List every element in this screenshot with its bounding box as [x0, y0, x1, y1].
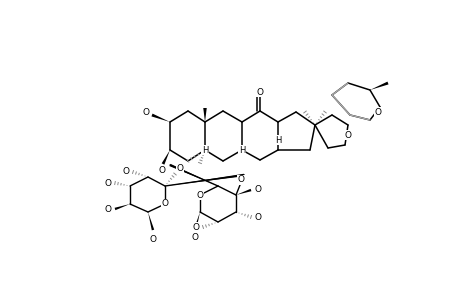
Text: O: O: [344, 130, 351, 140]
Polygon shape: [151, 114, 170, 122]
Text: O: O: [191, 232, 198, 242]
Text: O: O: [237, 176, 244, 184]
Text: O: O: [254, 185, 261, 194]
Text: O: O: [122, 167, 129, 176]
Polygon shape: [165, 174, 244, 186]
Text: O: O: [254, 212, 261, 221]
Polygon shape: [369, 82, 388, 90]
Text: O: O: [256, 88, 263, 97]
Text: H: H: [238, 146, 245, 154]
Polygon shape: [169, 164, 218, 186]
Text: H: H: [202, 146, 208, 154]
Text: O: O: [104, 205, 111, 214]
Text: O: O: [192, 223, 199, 232]
Text: O: O: [158, 166, 165, 175]
Polygon shape: [193, 212, 200, 230]
Text: O: O: [142, 107, 149, 116]
Text: O: O: [104, 178, 111, 188]
Text: H: H: [274, 136, 280, 145]
Polygon shape: [161, 150, 170, 165]
Text: O: O: [374, 107, 381, 116]
Polygon shape: [148, 212, 154, 230]
Text: O: O: [161, 200, 168, 208]
Text: O: O: [196, 190, 203, 200]
Polygon shape: [114, 204, 130, 210]
Text: O: O: [176, 164, 183, 172]
Polygon shape: [203, 108, 206, 122]
Polygon shape: [235, 189, 251, 195]
Text: O: O: [149, 235, 156, 244]
